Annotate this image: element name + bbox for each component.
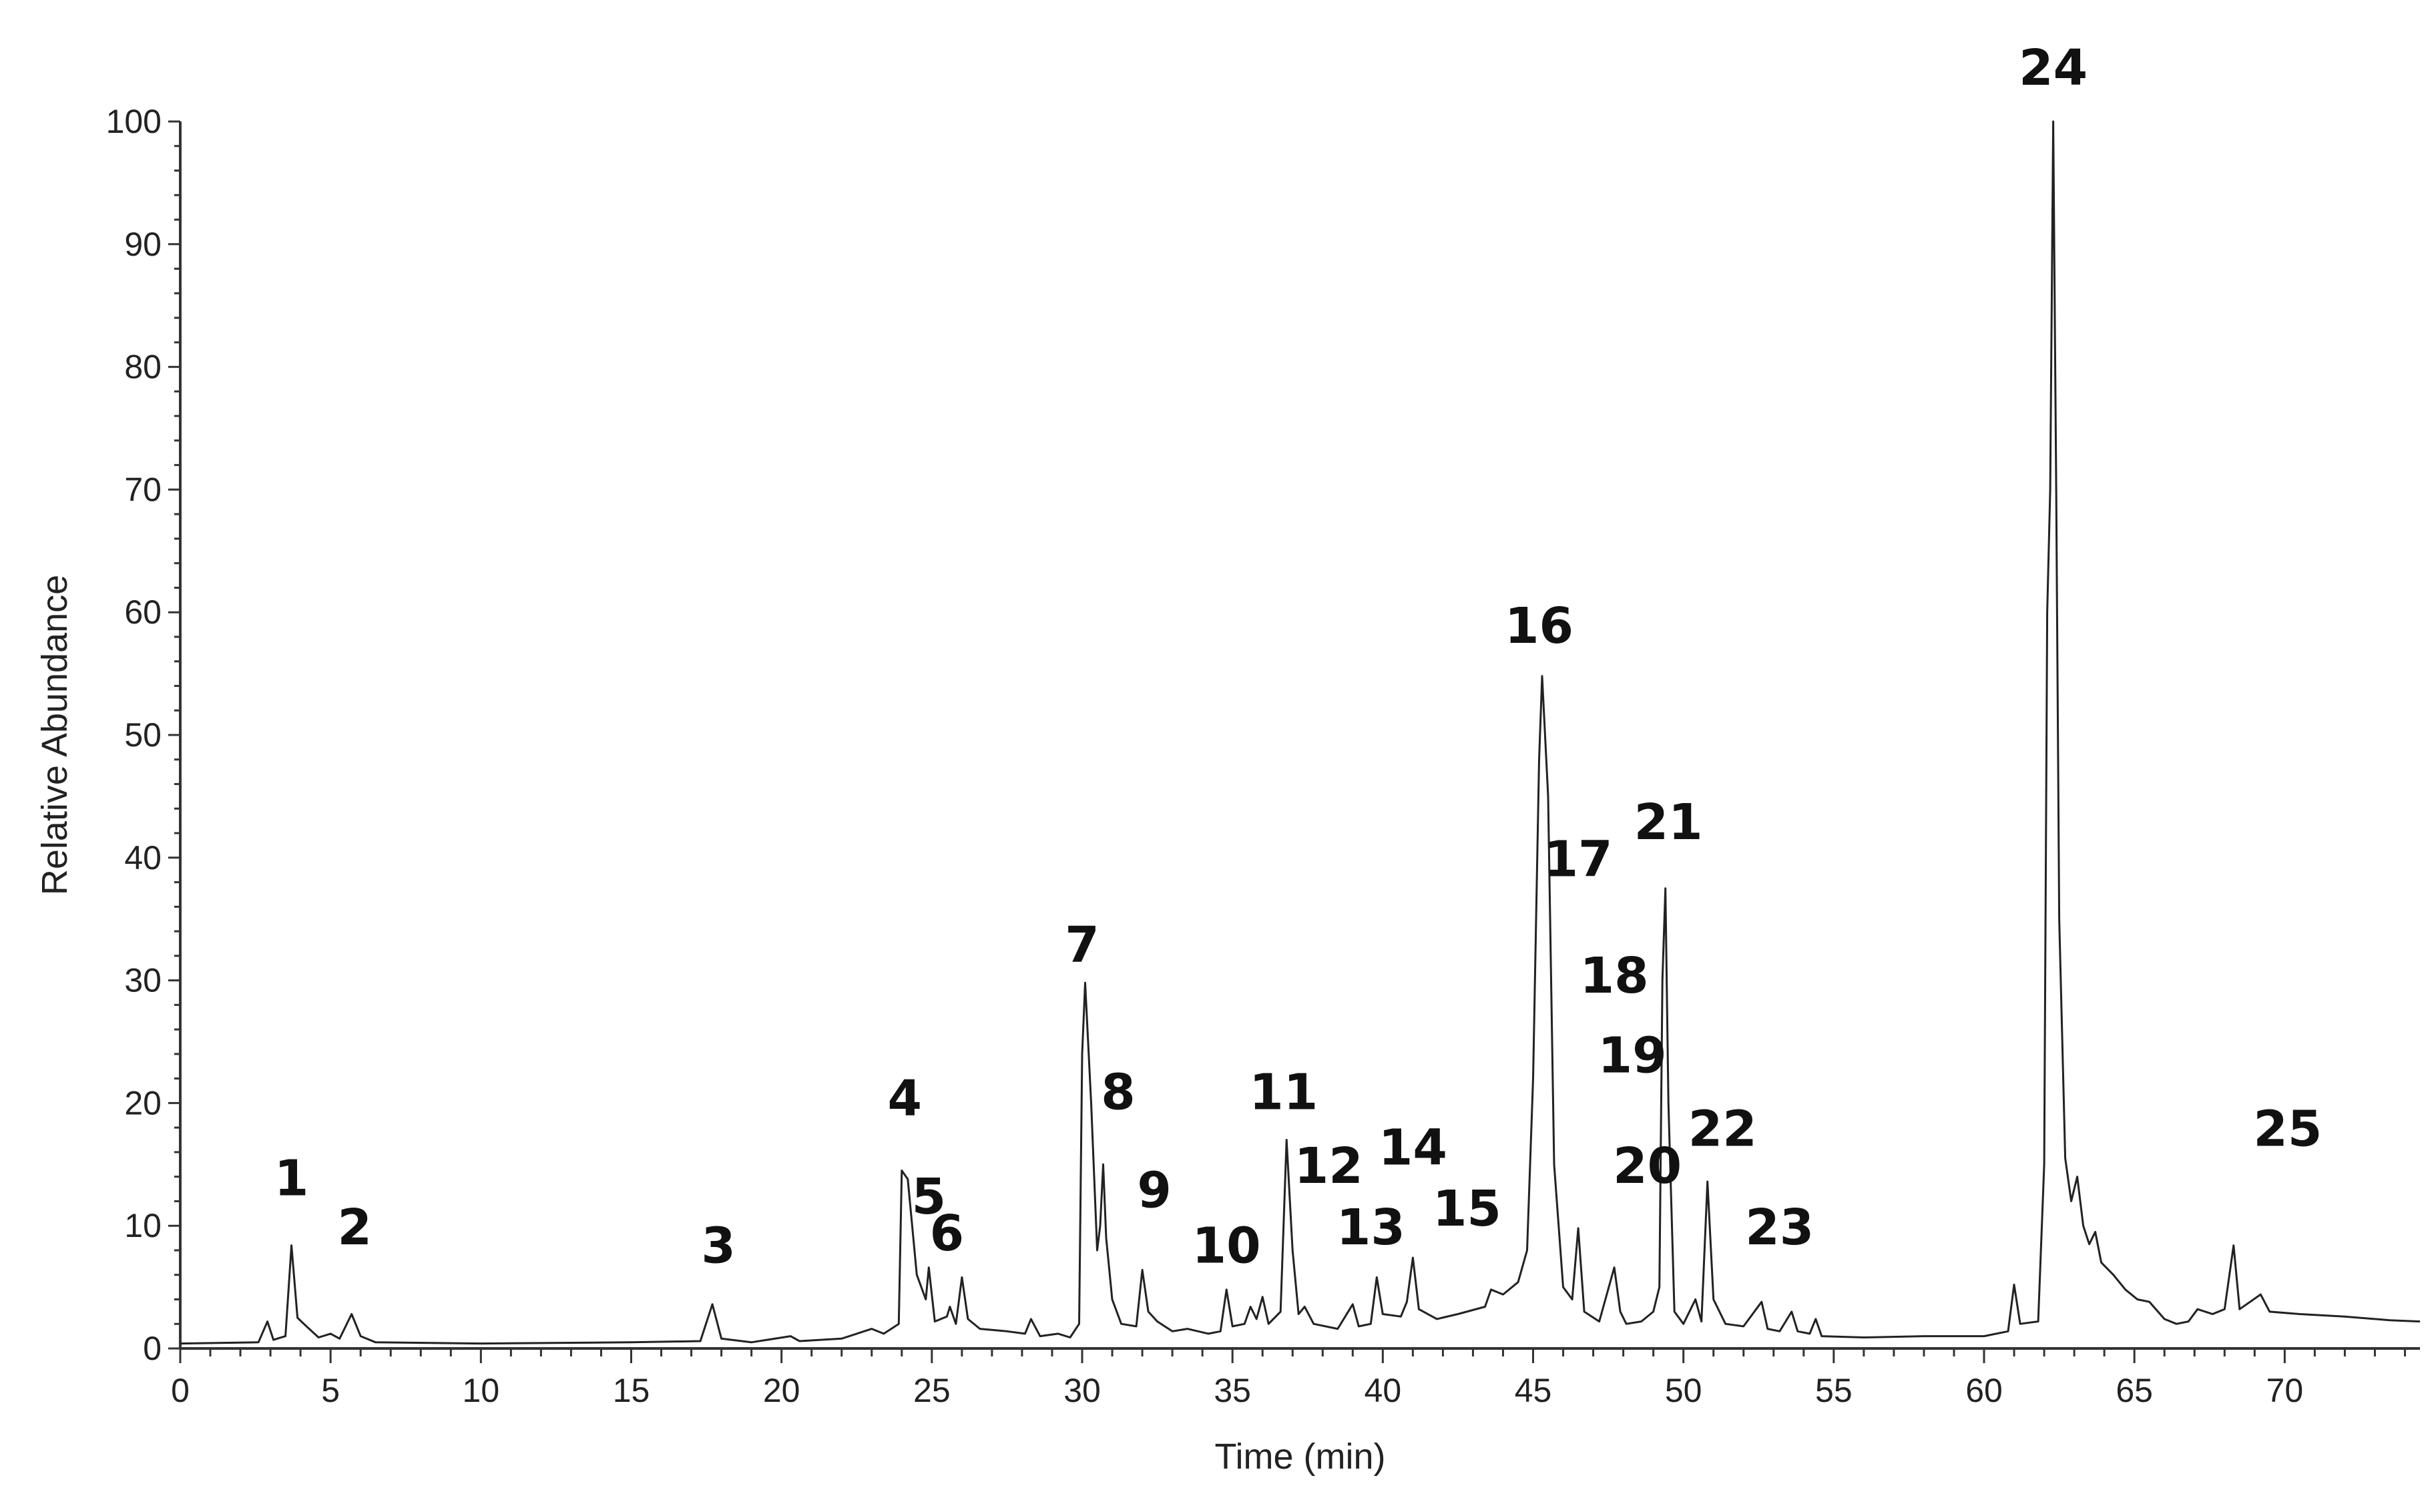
peak-label-15: 15: [1433, 1180, 1501, 1238]
peak-label-3: 3: [701, 1217, 736, 1274]
y-tick-label: 30: [124, 962, 162, 999]
x-tick-label: 35: [1214, 1372, 1251, 1409]
x-tick-label: 30: [1063, 1372, 1101, 1409]
peak-label-21: 21: [1634, 794, 1703, 851]
y-tick-label: 10: [124, 1207, 162, 1244]
y-axis-title: Relative Abundance: [35, 575, 75, 895]
x-tick-label: 25: [913, 1372, 951, 1409]
peak-label-8: 8: [1101, 1064, 1136, 1121]
y-tick-label: 70: [124, 471, 162, 508]
peak-label-7: 7: [1065, 917, 1100, 974]
peak-label-17: 17: [1544, 830, 1613, 888]
peak-label-12: 12: [1294, 1138, 1363, 1195]
peak-label-18: 18: [1580, 947, 1649, 1005]
peak-label-23: 23: [1745, 1199, 1814, 1256]
y-tick-label: 100: [106, 103, 162, 140]
peak-label-25: 25: [2253, 1101, 2322, 1158]
x-tick-label: 20: [763, 1372, 800, 1409]
x-tick-label: 45: [1515, 1372, 1552, 1409]
x-axis-title: Time (min): [1215, 1437, 1386, 1477]
peak-label-2: 2: [337, 1199, 372, 1256]
peak-label-24: 24: [2019, 39, 2088, 97]
y-tick-label: 80: [124, 348, 162, 386]
peak-label-22: 22: [1688, 1101, 1757, 1158]
x-tick-label: 65: [2116, 1372, 2153, 1409]
peak-label-14: 14: [1379, 1119, 1447, 1176]
y-axis-ticks: 0 10 20 30 40 50 60 70 80 90 100: [106, 103, 180, 1367]
x-tick-label: 60: [1965, 1372, 2003, 1409]
x-tick-label: 55: [1815, 1372, 1853, 1409]
peak-label-6: 6: [930, 1205, 965, 1262]
x-axis-ticks: 0 5 10 15 20 25 30 35 40 45 50 55 60 65 70: [171, 1348, 2406, 1409]
peak-label-16: 16: [1505, 597, 1573, 655]
y-tick-label: 0: [143, 1330, 162, 1367]
y-tick-label: 90: [124, 226, 162, 263]
chromatogram-trace: [180, 120, 2421, 1345]
peak-label-9: 9: [1137, 1162, 1172, 1220]
x-tick-label: 0: [171, 1372, 190, 1409]
peak-label-5: 5: [912, 1168, 947, 1226]
peak-label-19: 19: [1598, 1027, 1667, 1084]
x-tick-label: 15: [613, 1372, 650, 1409]
y-tick-label: 60: [124, 593, 162, 631]
peak-label-10: 10: [1192, 1217, 1261, 1274]
y-tick-label: 50: [124, 716, 162, 754]
peak-label-13: 13: [1336, 1199, 1405, 1256]
peak-label-4: 4: [888, 1070, 923, 1127]
peak-labels: 12 34567891011121314151617181920212223242…: [274, 39, 2322, 1274]
x-tick-label: 50: [1665, 1372, 1702, 1409]
x-tick-label: 40: [1365, 1372, 1402, 1409]
peak-label-11: 11: [1249, 1064, 1318, 1121]
y-tick-label: 20: [124, 1084, 162, 1121]
peak-label-1: 1: [274, 1150, 309, 1207]
x-tick-label: 5: [321, 1372, 340, 1409]
x-tick-label: 70: [2266, 1372, 2304, 1409]
y-tick-label: 40: [124, 839, 162, 876]
peak-label-20: 20: [1613, 1138, 1682, 1195]
x-tick-label: 10: [463, 1372, 500, 1409]
